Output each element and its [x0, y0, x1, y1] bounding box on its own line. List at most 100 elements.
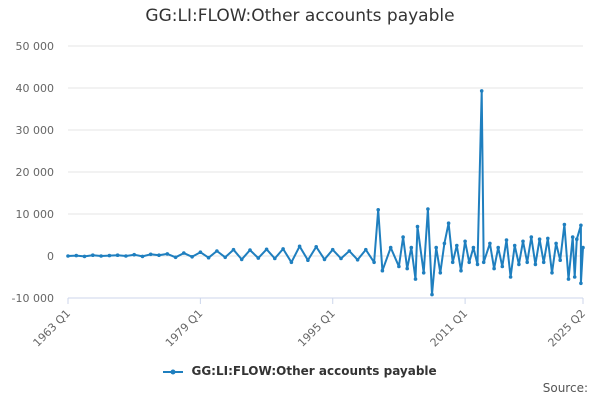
data-point — [421, 271, 426, 275]
series-line — [67, 89, 584, 296]
data-point — [206, 255, 211, 260]
data-point — [479, 89, 484, 93]
data-point — [388, 245, 393, 250]
data-point — [165, 252, 170, 256]
data-point — [475, 262, 480, 267]
data-point — [572, 275, 577, 279]
y-tick-label: 30 000 — [16, 124, 55, 137]
data-point — [575, 237, 579, 241]
data-point — [450, 260, 455, 265]
y-tick-label: 0 — [47, 250, 54, 263]
data-point — [455, 243, 459, 248]
data-point — [504, 238, 509, 242]
x-tick-label: 2025 Q2 — [546, 307, 589, 350]
data-point — [140, 254, 145, 259]
data-point — [471, 245, 476, 250]
data-point — [364, 247, 368, 252]
data-point — [107, 253, 112, 258]
legend[interactable]: GG:LI:FLOW:Other accounts payable — [0, 364, 600, 378]
chart-title: GG:LI:FLOW:Other accounts payable — [145, 6, 455, 26]
data-point — [579, 223, 583, 228]
data-point — [438, 271, 443, 275]
data-point — [430, 292, 434, 297]
data-point — [529, 235, 534, 239]
legend-marker-icon — [163, 369, 184, 374]
y-tick-label: -10 000 — [12, 292, 54, 305]
data-point — [446, 221, 451, 225]
source-label: Source: — [542, 381, 588, 395]
data-point — [173, 255, 178, 260]
data-point — [558, 258, 562, 263]
data-point — [581, 245, 585, 250]
data-point — [442, 241, 447, 246]
data-point — [415, 224, 420, 229]
data-point — [541, 260, 546, 265]
data-point — [521, 239, 525, 244]
data-point — [566, 277, 571, 281]
data-point — [459, 268, 463, 273]
data-point — [570, 235, 575, 239]
data-point — [372, 260, 376, 265]
data-point — [115, 253, 120, 257]
data-point — [82, 254, 87, 259]
x-tick-label: 1995 Q1 — [295, 307, 338, 350]
data-point — [496, 245, 501, 250]
data-point — [157, 253, 161, 257]
data-point — [525, 260, 529, 265]
data-point — [537, 237, 542, 241]
data-point — [330, 247, 335, 252]
data-point — [289, 260, 294, 265]
data-point — [223, 255, 227, 260]
data-point — [546, 236, 550, 241]
data-point — [492, 266, 496, 271]
data-point — [434, 245, 439, 250]
data-point — [256, 256, 261, 260]
data-point — [314, 245, 319, 249]
data-point — [124, 254, 128, 258]
y-tick-label: 10 000 — [16, 208, 55, 221]
data-point — [550, 271, 554, 275]
axes: -10 000 0 10 000 20 000 30 000 40 000 50 000 19… — [12, 40, 589, 349]
data-point — [132, 252, 136, 257]
data-point — [512, 243, 517, 248]
data-point — [517, 262, 521, 267]
data-point — [231, 247, 236, 252]
data-point — [500, 264, 505, 269]
data-point — [148, 252, 153, 257]
data-point — [554, 241, 558, 246]
data-point — [198, 250, 203, 254]
data-point — [533, 262, 538, 267]
data-point — [355, 258, 360, 262]
data-point — [488, 241, 492, 246]
data-point — [297, 244, 302, 249]
series-layer — [66, 89, 585, 297]
data-point — [562, 222, 567, 227]
data-point — [239, 257, 244, 262]
data-point — [405, 266, 410, 271]
data-point — [66, 254, 70, 258]
data-point — [306, 258, 310, 263]
data-point — [74, 253, 79, 258]
data-point — [273, 256, 277, 261]
data-point — [579, 281, 583, 286]
data-point — [182, 251, 186, 255]
data-point — [248, 248, 252, 252]
data-point — [401, 235, 405, 239]
data-point — [347, 249, 352, 253]
data-point — [322, 257, 327, 262]
data-point — [508, 275, 513, 279]
data-point — [99, 254, 103, 258]
x-tick-label: 1979 Q1 — [163, 307, 206, 350]
x-tick-label: 2011 Q1 — [428, 307, 471, 350]
y-tick-label: 50 000 — [16, 40, 55, 53]
data-point — [281, 247, 285, 251]
data-point — [215, 249, 219, 253]
data-point — [376, 208, 381, 212]
data-point — [264, 247, 269, 252]
legend-label: GG:LI:FLOW:Other accounts payable — [191, 364, 437, 378]
y-tick-label: 40 000 — [16, 82, 55, 95]
data-point — [426, 207, 430, 211]
data-point — [380, 268, 385, 273]
data-point — [339, 256, 343, 261]
